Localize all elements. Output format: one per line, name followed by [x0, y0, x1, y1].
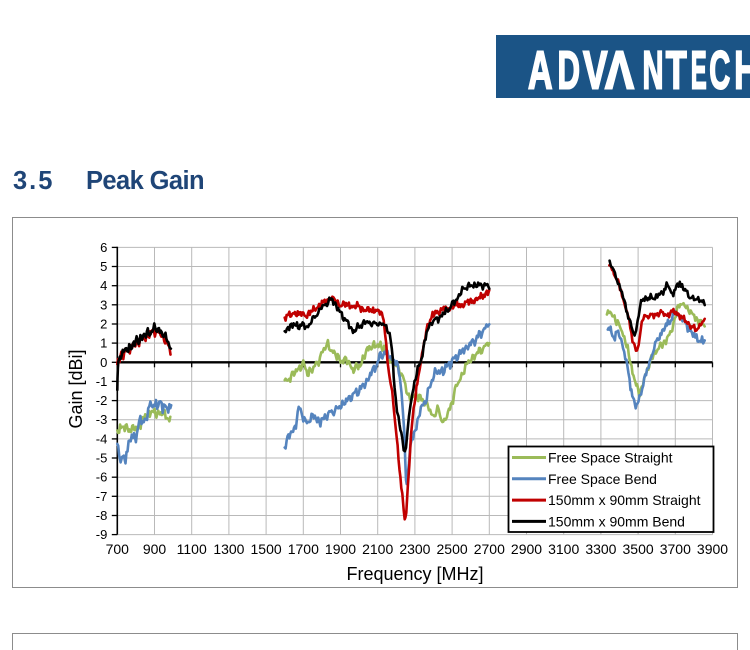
svg-text:1100: 1100 — [177, 541, 207, 557]
svg-text:2900: 2900 — [511, 541, 542, 557]
svg-text:T: T — [666, 41, 687, 99]
svg-text:2500: 2500 — [437, 541, 468, 557]
svg-text:H: H — [734, 41, 750, 99]
svg-text:D: D — [558, 41, 581, 99]
svg-text:Free Space Straight: Free Space Straight — [548, 450, 673, 466]
svg-text:2300: 2300 — [399, 541, 430, 557]
svg-text:-4: -4 — [96, 431, 108, 446]
svg-text:3700: 3700 — [660, 541, 691, 557]
svg-text:3500: 3500 — [623, 541, 654, 557]
svg-text:-9: -9 — [96, 527, 108, 542]
svg-text:1900: 1900 — [325, 541, 356, 557]
svg-text:Λ: Λ — [605, 41, 634, 99]
svg-text:3100: 3100 — [548, 541, 579, 557]
svg-text:V: V — [583, 41, 608, 99]
svg-text:1300: 1300 — [213, 541, 244, 557]
svg-text:2700: 2700 — [474, 541, 505, 557]
svg-text:3: 3 — [100, 297, 107, 312]
svg-text:2: 2 — [100, 317, 107, 332]
svg-text:2100: 2100 — [362, 541, 393, 557]
svg-text:1700: 1700 — [288, 541, 319, 557]
svg-text:3300: 3300 — [585, 541, 616, 557]
svg-text:Frequency [MHz]: Frequency [MHz] — [346, 564, 483, 584]
svg-text:4: 4 — [100, 278, 107, 293]
svg-text:-5: -5 — [96, 451, 108, 466]
svg-text:900: 900 — [143, 541, 167, 557]
svg-text:E: E — [691, 41, 707, 99]
svg-text:1: 1 — [100, 336, 107, 351]
svg-text:N: N — [643, 41, 664, 99]
svg-text:Gain [dBi]: Gain [dBi] — [66, 349, 86, 428]
svg-text:150mm x 90mm Bend: 150mm x 90mm Bend — [548, 513, 685, 529]
svg-text:A: A — [528, 41, 553, 99]
svg-text:1500: 1500 — [251, 541, 282, 557]
svg-text:-2: -2 — [96, 393, 108, 408]
svg-text:700: 700 — [106, 541, 130, 557]
svg-text:-1: -1 — [96, 374, 108, 389]
svg-text:-3: -3 — [96, 412, 108, 427]
svg-text:-8: -8 — [96, 508, 108, 523]
svg-text:5: 5 — [100, 259, 107, 274]
svg-text:6: 6 — [100, 240, 107, 255]
svg-text:Free Space Bend: Free Space Bend — [548, 471, 657, 487]
svg-text:-7: -7 — [96, 489, 108, 504]
svg-text:-6: -6 — [96, 470, 108, 485]
svg-text:C: C — [709, 41, 730, 99]
svg-text:3900: 3900 — [697, 541, 728, 557]
svg-text:150mm x 90mm Straight: 150mm x 90mm Straight — [548, 492, 701, 508]
svg-text:0: 0 — [100, 355, 107, 370]
